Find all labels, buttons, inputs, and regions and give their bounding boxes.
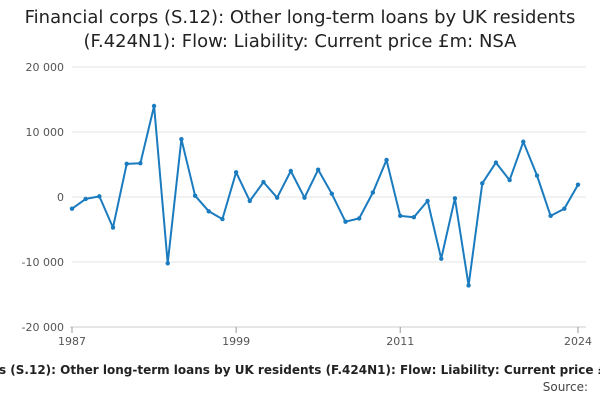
data-point[interactable] [343, 219, 348, 224]
data-point[interactable] [398, 213, 403, 219]
data-point[interactable] [97, 194, 102, 199]
x-tick-label: 1999 [222, 335, 250, 348]
data-point[interactable] [69, 206, 75, 211]
data-point[interactable] [507, 177, 512, 183]
series-line [71, 105, 579, 287]
data-point[interactable] [521, 139, 526, 144]
y-tick-label: -10 000 [22, 256, 64, 269]
data-point[interactable] [288, 168, 294, 174]
data-point[interactable] [315, 167, 321, 172]
data-point[interactable] [562, 206, 567, 211]
data-point[interactable] [493, 160, 499, 165]
y-axis: 20 000 10 000 0 -10 000 -20 000 [22, 61, 64, 334]
data-point[interactable] [165, 261, 170, 266]
data-point[interactable] [370, 190, 376, 195]
y-tick-label: 0 [57, 191, 64, 204]
x-tick-label: 1987 [58, 335, 86, 348]
data-point[interactable] [534, 173, 540, 178]
data-point[interactable] [329, 191, 335, 196]
data-point[interactable] [452, 196, 458, 201]
data-point[interactable] [179, 136, 184, 142]
y-tick-label: -20 000 [22, 321, 64, 334]
data-point[interactable] [247, 198, 252, 204]
data-point[interactable] [138, 161, 143, 166]
x-tick-label: 2024 [564, 335, 592, 348]
data-point[interactable] [384, 157, 389, 163]
data-point[interactable] [151, 103, 157, 109]
y-tick-label: 10 000 [26, 126, 65, 139]
data-point[interactable] [206, 209, 211, 214]
data-point[interactable] [466, 283, 471, 288]
footer-caption-text: Financial corps (S.12): Other long-term … [0, 363, 600, 377]
footer-caption: Financial corps (S.12): Other long-term … [0, 362, 600, 378]
y-tick-label: 20 000 [26, 61, 65, 74]
data-point[interactable] [233, 170, 239, 175]
x-tick-label: 2011 [386, 335, 414, 348]
data-point[interactable] [110, 225, 116, 230]
data-point[interactable] [575, 182, 581, 187]
data-point[interactable] [480, 181, 485, 186]
x-axis: 1987 1999 2011 2024 [58, 326, 592, 348]
data-point[interactable] [411, 214, 417, 220]
data-point[interactable] [439, 256, 444, 261]
data-point[interactable] [548, 213, 553, 219]
data-point[interactable] [425, 198, 430, 204]
data-point[interactable] [261, 179, 266, 185]
data-point[interactable] [192, 193, 198, 198]
data-point[interactable] [274, 195, 280, 200]
gridlines [72, 66, 586, 328]
data-point[interactable] [302, 195, 307, 200]
chart-title: Financial corps (S.12): Other long-term … [24, 7, 576, 52]
data-point[interactable] [220, 216, 225, 222]
data-point[interactable] [83, 196, 88, 202]
series [69, 103, 581, 288]
data-point[interactable] [124, 161, 129, 167]
source-label: Source: [542, 380, 588, 394]
data-point[interactable] [356, 216, 362, 221]
